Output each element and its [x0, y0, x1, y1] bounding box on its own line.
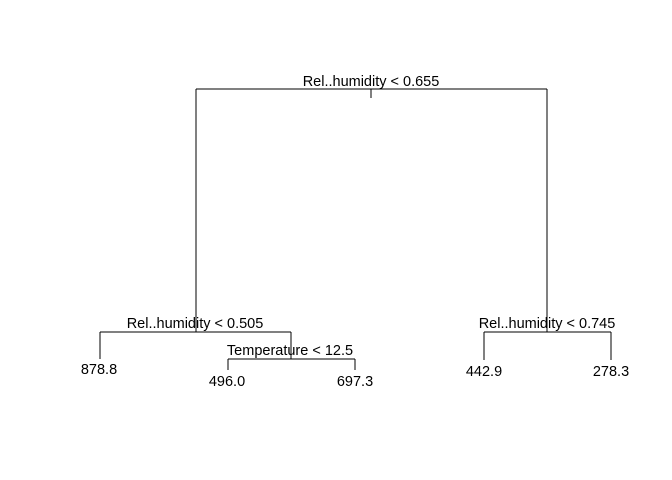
left-inner-split-label: Temperature < 12.5 — [227, 343, 353, 359]
leaf-value: 697.3 — [337, 374, 373, 390]
leaf-value: 442.9 — [466, 364, 502, 380]
root-split-label: Rel..humidity < 0.655 — [303, 74, 440, 90]
right-split-label: Rel..humidity < 0.745 — [479, 316, 616, 332]
left-split-label: Rel..humidity < 0.505 — [127, 316, 264, 332]
leaf-value: 278.3 — [593, 364, 629, 380]
leaf-value: 878.8 — [81, 362, 117, 378]
leaf-value: 496.0 — [209, 374, 245, 390]
